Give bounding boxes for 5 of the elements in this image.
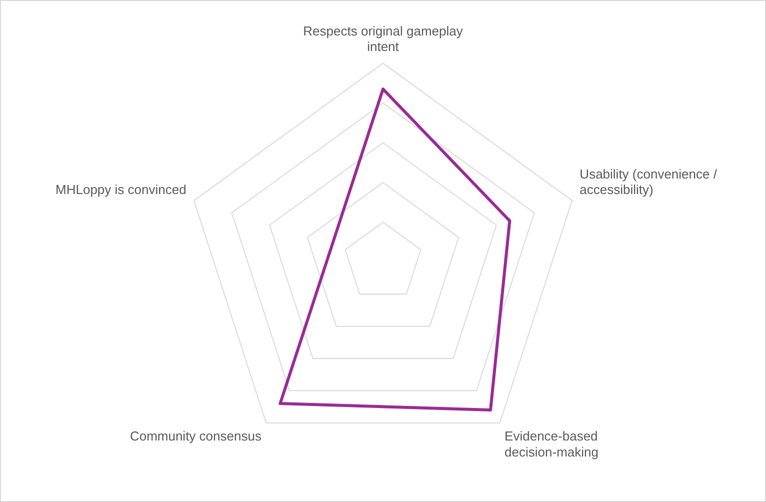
spoke-label: Community consensus <box>130 428 262 444</box>
spoke-label: Usability (convenience / accessibility) <box>580 166 718 197</box>
spoke-label: Respects original gameplay intent <box>303 23 464 54</box>
spoke-label: Evidence-based decision-making <box>504 428 598 460</box>
spoke-label: MHLoppy is convinced <box>56 182 186 197</box>
